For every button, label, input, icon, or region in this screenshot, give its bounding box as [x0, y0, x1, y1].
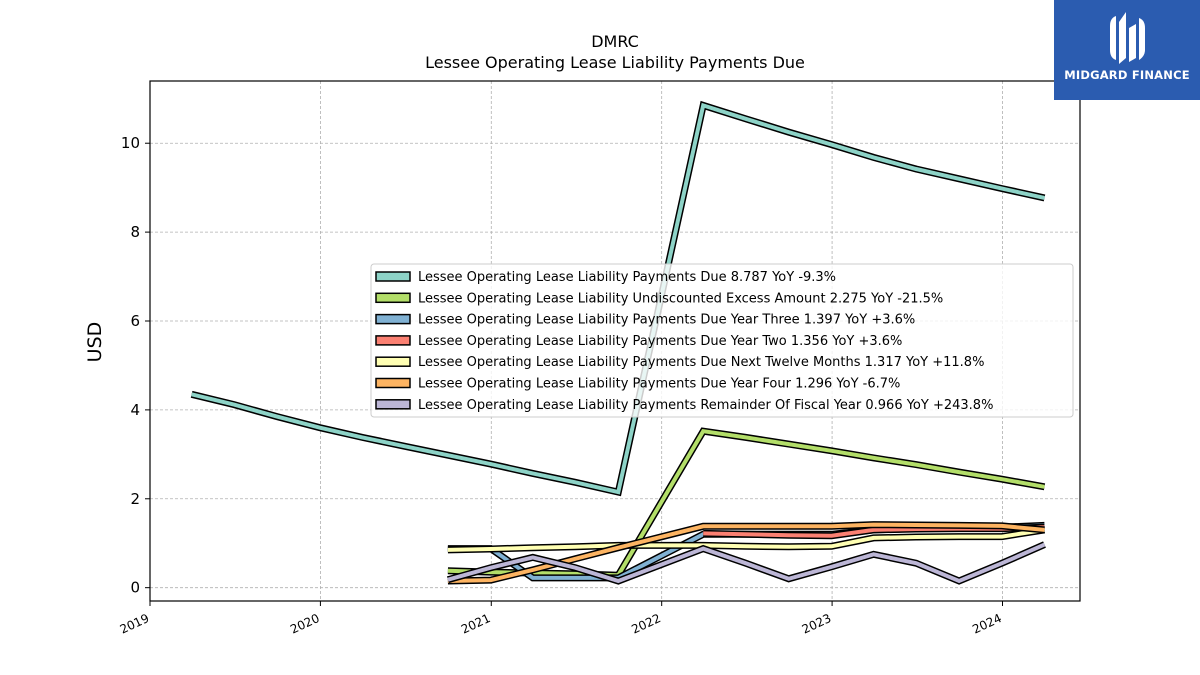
series-line	[447, 522, 1045, 583]
legend-box	[370, 263, 1074, 418]
y-tick-label: 2	[130, 490, 140, 508]
series-line	[191, 102, 1045, 495]
x-tick-label: 2021	[459, 611, 493, 637]
brand-logo: MIDGARD FINANCE	[1054, 0, 1200, 100]
logo-text: MIDGARD FINANCE	[1064, 68, 1190, 82]
y-tick-label: 6	[130, 312, 140, 330]
series-outline	[447, 427, 1046, 579]
series-layer	[190, 100, 1046, 585]
y-tick-label: 0	[130, 579, 140, 597]
logo-mark-icon	[1110, 12, 1145, 64]
legend-swatch	[375, 399, 411, 410]
x-tick-label: 2020	[288, 611, 322, 637]
legend: Lessee Operating Lease Liability Payment…	[370, 263, 1074, 418]
legend-swatch	[375, 292, 411, 304]
y-tick-label: 10	[121, 134, 140, 152]
y-tick-label: 8	[130, 223, 140, 241]
y-tick-label: 4	[130, 401, 140, 419]
legend-label: Lessee Operating Lease Liability Payment…	[418, 355, 984, 370]
legend-swatch	[375, 271, 411, 282]
y-axis-label: USD	[84, 322, 106, 363]
series-line	[447, 527, 1045, 552]
legend-label: Lessee Operating Lease Liability Payment…	[418, 334, 902, 349]
x-tick-label: 2024	[970, 611, 1004, 637]
legend-label: Lessee Operating Lease Liability Undisco…	[418, 291, 943, 306]
legend-label: Lessee Operating Lease Liability Payment…	[418, 398, 993, 413]
x-tick-label: 2019	[118, 611, 152, 637]
legend-swatch	[375, 335, 411, 346]
x-tick-label: 2022	[629, 611, 663, 637]
legend-label: Lessee Operating Lease Liability Payment…	[418, 313, 915, 328]
legend-label: Lessee Operating Lease Liability Payment…	[418, 270, 836, 285]
series-line	[447, 429, 1045, 578]
x-tick-label: 2023	[800, 611, 834, 637]
chart-subtitle: Lessee Operating Lease Liability Payment…	[425, 53, 805, 72]
legend-swatch	[375, 377, 411, 389]
legend-label: Lessee Operating Lease Liability Payment…	[418, 377, 900, 392]
plot-frame	[149, 80, 1081, 602]
series-line	[447, 542, 1046, 584]
legend-swatch	[375, 313, 411, 325]
chart-title: DMRC	[591, 32, 639, 51]
legend-swatch	[375, 356, 411, 367]
